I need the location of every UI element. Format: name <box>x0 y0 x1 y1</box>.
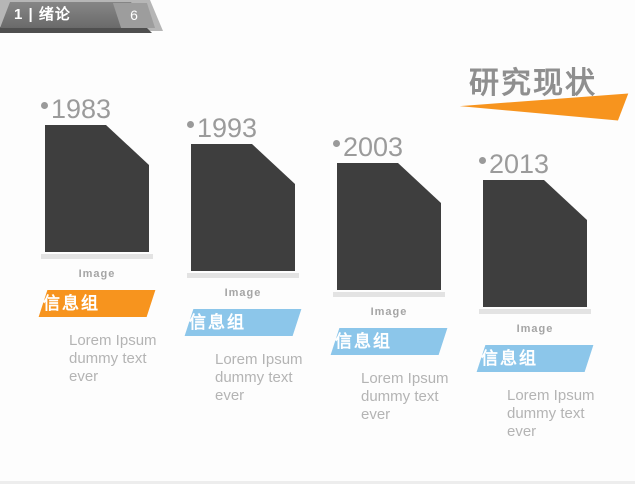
year-row: 2013 <box>477 150 609 180</box>
image-caption: Image <box>78 268 116 280</box>
image-platform <box>41 254 153 259</box>
image-placeholder <box>337 163 441 290</box>
description-line: Lorem Ipsum <box>507 387 595 404</box>
timeline-item-1983: 1983 Image 信息组 Lorem Ipsum dummy text ev… <box>38 95 171 386</box>
slide-title: 研究现状 <box>469 67 597 100</box>
description-line: Lorem Ipsum <box>215 351 303 368</box>
image-placeholder <box>45 125 149 252</box>
info-group-badge: 信息组 <box>184 309 302 336</box>
image-placeholder <box>483 180 587 307</box>
year-label: 1993 <box>197 113 258 143</box>
image-caption: Image <box>516 323 554 335</box>
item-description: Lorem Ipsum dummy text ever <box>507 387 609 441</box>
year-row: 2003 <box>331 133 463 163</box>
page-number: 6 <box>130 7 138 23</box>
timeline-item-1993: 1993 Image 信息组 Lorem Ipsum dummy text ev… <box>184 114 317 405</box>
image-placeholder <box>191 144 295 271</box>
description-line: dummy text ever <box>215 369 293 404</box>
year-bullet-icon <box>187 121 194 128</box>
image-caption: Image <box>224 287 262 299</box>
image-platform <box>187 273 299 278</box>
info-group-badge: 信息组 <box>38 290 156 317</box>
slide-bottom-edge <box>0 481 635 484</box>
year-label: 1983 <box>51 94 112 124</box>
image-platform <box>479 309 591 314</box>
description-line: dummy text ever <box>69 350 147 385</box>
info-group-badge: 信息组 <box>330 328 448 355</box>
description-line: dummy text ever <box>507 405 585 440</box>
timeline-item-2003: 2003 Image 信息组 Lorem Ipsum dummy text ev… <box>330 133 463 424</box>
description-line: Lorem Ipsum <box>361 370 449 387</box>
badge-label: 信息组 <box>335 332 392 351</box>
badge-label: 信息组 <box>189 313 246 332</box>
info-group-badge: 信息组 <box>476 345 594 372</box>
badge-label: 信息组 <box>43 294 100 313</box>
timeline-item-2013: 2013 Image 信息组 Lorem Ipsum dummy text ev… <box>476 150 609 441</box>
header-shadow-strip <box>0 27 152 33</box>
description-line: Lorem Ipsum <box>69 332 157 349</box>
year-bullet-icon <box>333 140 340 147</box>
year-row: 1993 <box>185 114 317 144</box>
image-platform <box>333 292 445 297</box>
item-description: Lorem Ipsum dummy text ever <box>361 370 463 424</box>
item-description: Lorem Ipsum dummy text ever <box>215 351 317 405</box>
year-label: 2013 <box>489 149 550 179</box>
year-bullet-icon <box>41 102 48 109</box>
badge-label: 信息组 <box>481 349 538 368</box>
page-number-chip: 6 <box>112 3 156 28</box>
year-label: 2003 <box>343 132 404 162</box>
year-row: 1983 <box>39 95 171 125</box>
image-caption: Image <box>370 306 408 318</box>
description-line: dummy text ever <box>361 388 439 423</box>
item-description: Lorem Ipsum dummy text ever <box>69 332 171 386</box>
year-bullet-icon <box>479 157 486 164</box>
